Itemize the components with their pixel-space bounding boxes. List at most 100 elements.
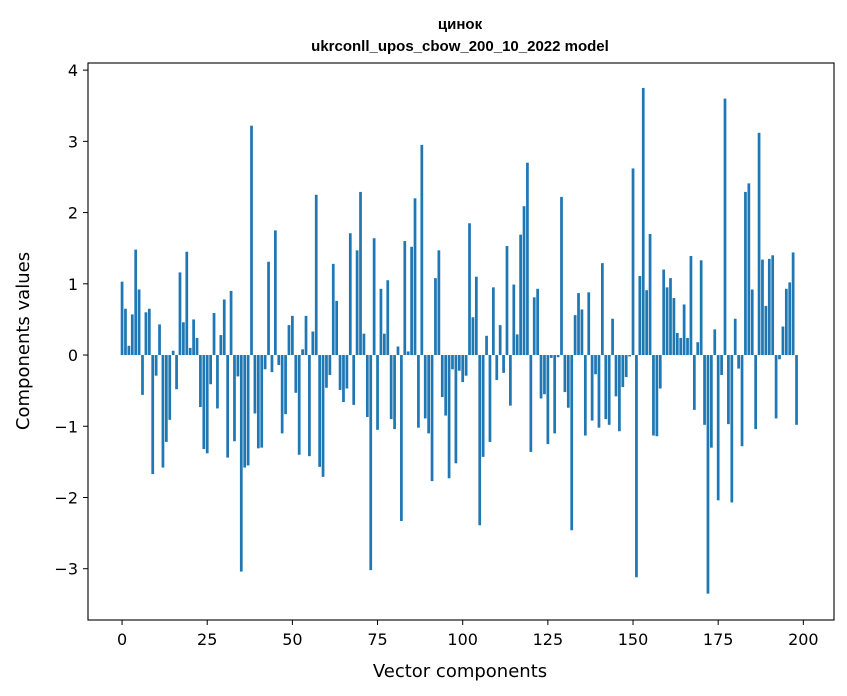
bar-167 — [689, 256, 693, 356]
bar-9 — [151, 355, 155, 474]
chart-title-line-2: ukrconll_upos_cbow_200_10_2022 model — [311, 38, 609, 55]
bar-74 — [372, 238, 376, 356]
bar-47 — [280, 355, 284, 434]
bar-165 — [682, 304, 686, 356]
bar-187 — [757, 132, 761, 356]
bar-128 — [556, 355, 560, 358]
x-tick-label: 50 — [282, 630, 302, 649]
bar-53 — [301, 349, 304, 356]
bar-100 — [461, 355, 465, 383]
bar-93 — [437, 250, 441, 356]
bar-51 — [294, 355, 298, 393]
bar-90 — [427, 355, 431, 434]
bar-110 — [495, 355, 499, 380]
bar-12 — [161, 355, 165, 468]
bar-40 — [256, 355, 260, 449]
x-tick-label: 0 — [117, 630, 127, 649]
bar-10 — [154, 355, 158, 376]
bar-198 — [795, 355, 798, 425]
x-tick-label: 175 — [703, 630, 734, 649]
bar-35 — [239, 355, 243, 572]
bar-70 — [359, 191, 362, 356]
bar-132 — [570, 355, 574, 531]
bar-16 — [175, 355, 178, 390]
bar-15 — [171, 350, 175, 356]
bar-99 — [457, 355, 461, 371]
bar-25 — [205, 355, 209, 454]
bar-124 — [543, 355, 546, 395]
bar-194 — [781, 326, 785, 356]
bar-122 — [536, 288, 540, 356]
bar-94 — [440, 355, 444, 398]
bar-169 — [696, 342, 700, 356]
bar-91 — [430, 355, 434, 482]
bar-179 — [730, 355, 734, 503]
bar-8 — [147, 308, 151, 356]
bar-29 — [219, 335, 223, 356]
bar-11 — [158, 324, 161, 356]
y-tick-label: −1 — [54, 417, 78, 436]
bar-46 — [277, 355, 281, 365]
bar-139 — [594, 355, 597, 375]
bar-4 — [134, 249, 138, 356]
bar-92 — [434, 278, 437, 356]
bar-171 — [703, 355, 706, 425]
bar-0 — [120, 281, 124, 356]
plot-frame — [87, 62, 835, 621]
bar-26 — [209, 355, 212, 385]
bar-130 — [563, 355, 567, 393]
bar-22 — [195, 337, 199, 356]
bar-1 — [124, 308, 127, 356]
bar-113 — [505, 246, 509, 356]
bar-160 — [665, 287, 669, 356]
bar-96 — [447, 355, 451, 479]
chart-title-line-1: цинок — [438, 16, 483, 33]
bar-126 — [549, 355, 553, 358]
bar-168 — [692, 355, 696, 410]
y-tick-label: 3 — [68, 132, 78, 151]
x-axis-ticks: 0 25 50 75 100 125 150 175 200 — [117, 620, 819, 649]
bar-28 — [216, 355, 219, 409]
bar-157 — [655, 355, 659, 437]
y-axis-ticks: −3 −2 −1 0 1 2 3 4 — [54, 61, 88, 579]
bar-81 — [396, 346, 400, 356]
bar-41 — [260, 355, 264, 448]
bar-193 — [778, 355, 781, 360]
bar-6 — [141, 355, 144, 395]
bar-14 — [168, 355, 172, 420]
y-tick-label: 1 — [68, 275, 78, 294]
bar-117 — [519, 234, 522, 356]
bar-95 — [444, 355, 448, 416]
bar-152 — [638, 275, 642, 356]
bar-147 — [621, 355, 625, 388]
bar-188 — [761, 259, 764, 356]
bar-173 — [710, 355, 713, 448]
bar-162 — [672, 298, 676, 356]
bar-50 — [291, 315, 294, 356]
bar-184 — [747, 183, 751, 356]
bar-52 — [297, 355, 301, 455]
bar-78 — [386, 280, 390, 356]
bar-164 — [679, 337, 683, 356]
bar-36 — [243, 355, 247, 468]
bar-154 — [645, 290, 649, 356]
bar-137 — [587, 292, 591, 356]
bar-42 — [263, 355, 267, 370]
bar-7 — [144, 312, 148, 356]
bar-115 — [512, 284, 516, 356]
bar-133 — [573, 315, 577, 356]
bar-13 — [164, 355, 168, 442]
bar-114 — [509, 355, 512, 406]
bar-85 — [410, 246, 413, 356]
x-tick-label: 25 — [197, 630, 217, 649]
bar-109 — [492, 287, 495, 356]
y-tick-label: −2 — [54, 488, 78, 507]
x-axis-label: Vector components — [373, 661, 547, 682]
bar-76 — [379, 288, 383, 356]
bar-158 — [658, 355, 662, 389]
y-axis-label: Components values — [13, 252, 34, 430]
bar-135 — [580, 309, 584, 356]
bar-108 — [488, 355, 492, 442]
x-tick-label: 200 — [788, 630, 819, 649]
